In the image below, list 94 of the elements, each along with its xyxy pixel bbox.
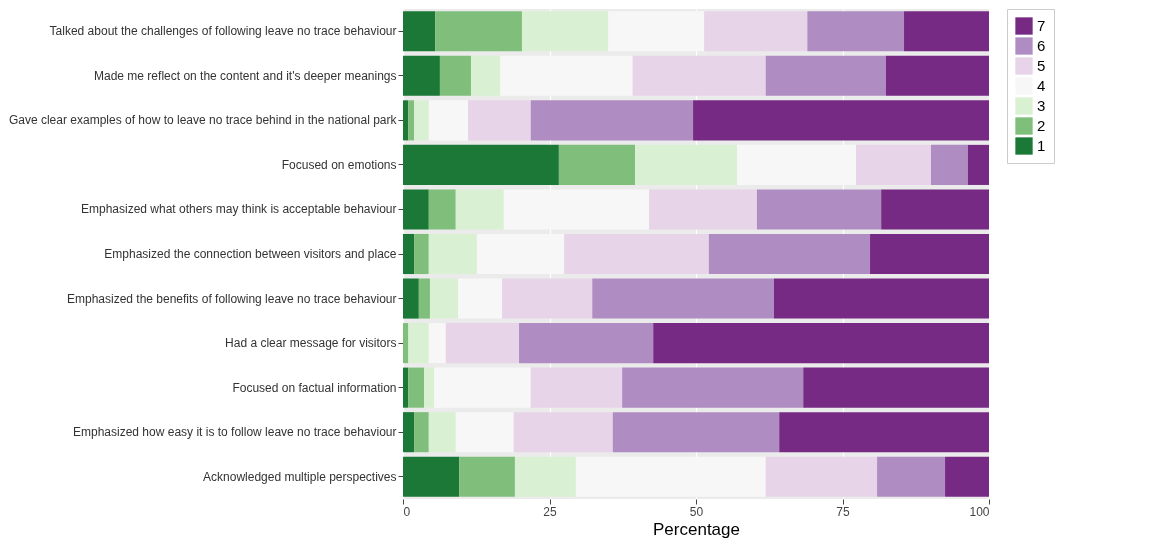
legend-label: 5 (1037, 57, 1046, 74)
bar (514, 456, 576, 497)
bar (855, 144, 931, 185)
bar (403, 412, 415, 453)
bar (773, 278, 989, 319)
bar (434, 367, 531, 408)
bar (428, 233, 477, 275)
y-tick-label: Emphasized the connection between visitors and place (104, 247, 397, 261)
bar (519, 323, 654, 364)
bar (653, 323, 989, 364)
bar (904, 11, 989, 52)
legend-label: 2 (1037, 117, 1046, 134)
bar (403, 100, 409, 141)
y-tick-label: Made me reflect on the content and it's deeper meanings (94, 68, 397, 83)
bar (967, 144, 989, 185)
bar (429, 278, 459, 319)
bar (592, 278, 774, 319)
y-tick-label: Acknowledged multiple perspectives (203, 469, 397, 484)
bar (403, 11, 436, 52)
x-tick-label: 25 (543, 504, 557, 519)
legend-label: 6 (1037, 37, 1046, 54)
bar (403, 278, 419, 319)
bar (803, 367, 989, 408)
bar (530, 100, 694, 141)
bar (885, 55, 989, 96)
legend-label: 3 (1037, 97, 1046, 114)
bar (930, 144, 968, 185)
bar (765, 456, 878, 497)
y-tick-label: Emphasized what others may think is acceptable behaviour (80, 202, 397, 217)
bar (455, 189, 504, 230)
legend-label: 1 (1037, 137, 1046, 154)
bar (459, 456, 515, 497)
bar (403, 367, 409, 408)
bar (428, 100, 469, 141)
bar (649, 189, 757, 230)
bar (622, 367, 804, 408)
bar (635, 144, 738, 185)
bar (807, 11, 905, 52)
bar (756, 189, 882, 230)
bar (435, 11, 522, 52)
bar (428, 412, 456, 453)
legend-label: 7 (1037, 17, 1046, 34)
bar (414, 412, 429, 453)
bar (403, 233, 415, 275)
bar (458, 278, 503, 319)
bar (704, 11, 808, 52)
bar (403, 144, 559, 185)
bar (468, 100, 531, 141)
y-tick-label: Emphasized how easy it is to follow leave no trace behaviour (72, 425, 397, 440)
bar (513, 412, 613, 453)
y-tick-label: Had a clear message for visitors (225, 336, 397, 351)
y-tick-label: Focused on factual information (232, 380, 397, 395)
bar (881, 189, 989, 230)
bar (765, 55, 886, 96)
bar (470, 55, 501, 96)
bar (414, 233, 429, 275)
bar (403, 456, 460, 497)
bar (530, 367, 623, 408)
x-axis-title: Percentage (653, 519, 740, 539)
bar (521, 11, 609, 52)
bar (502, 278, 593, 319)
bar (779, 412, 989, 453)
bar (945, 456, 989, 497)
x-tick-label: 50 (689, 504, 704, 519)
bar (612, 412, 780, 453)
bar (403, 55, 440, 96)
y-tick-label: Focused on emotions (281, 157, 397, 172)
bar (403, 323, 409, 364)
bar (439, 55, 471, 96)
bar (558, 144, 636, 185)
x-tick-label: 75 (836, 504, 850, 519)
bar (693, 100, 989, 141)
bar (445, 323, 520, 364)
y-tick-label: Emphasized the benefits of following leave no trace behaviour (66, 291, 397, 306)
bar (428, 189, 456, 230)
x-tick-label: 100 (969, 504, 990, 519)
bar (428, 323, 446, 364)
bar (424, 367, 435, 408)
legend-label: 4 (1037, 77, 1046, 94)
y-tick-label: Talked about the challenges of following leave no trace behaviour (49, 24, 397, 39)
y-tick-label: Gave clear examples of how to leave no trace behind in the national park (8, 113, 398, 128)
bar (403, 189, 429, 230)
bar (418, 278, 430, 319)
bar (408, 100, 415, 141)
bar (564, 233, 709, 275)
bar (870, 233, 989, 275)
bar (877, 456, 946, 497)
bar (708, 233, 871, 275)
x-tick-label: 0 (403, 504, 411, 519)
bar (455, 412, 514, 453)
bar (408, 367, 425, 408)
bar (632, 55, 766, 96)
bar (408, 323, 429, 364)
bar (414, 100, 429, 141)
